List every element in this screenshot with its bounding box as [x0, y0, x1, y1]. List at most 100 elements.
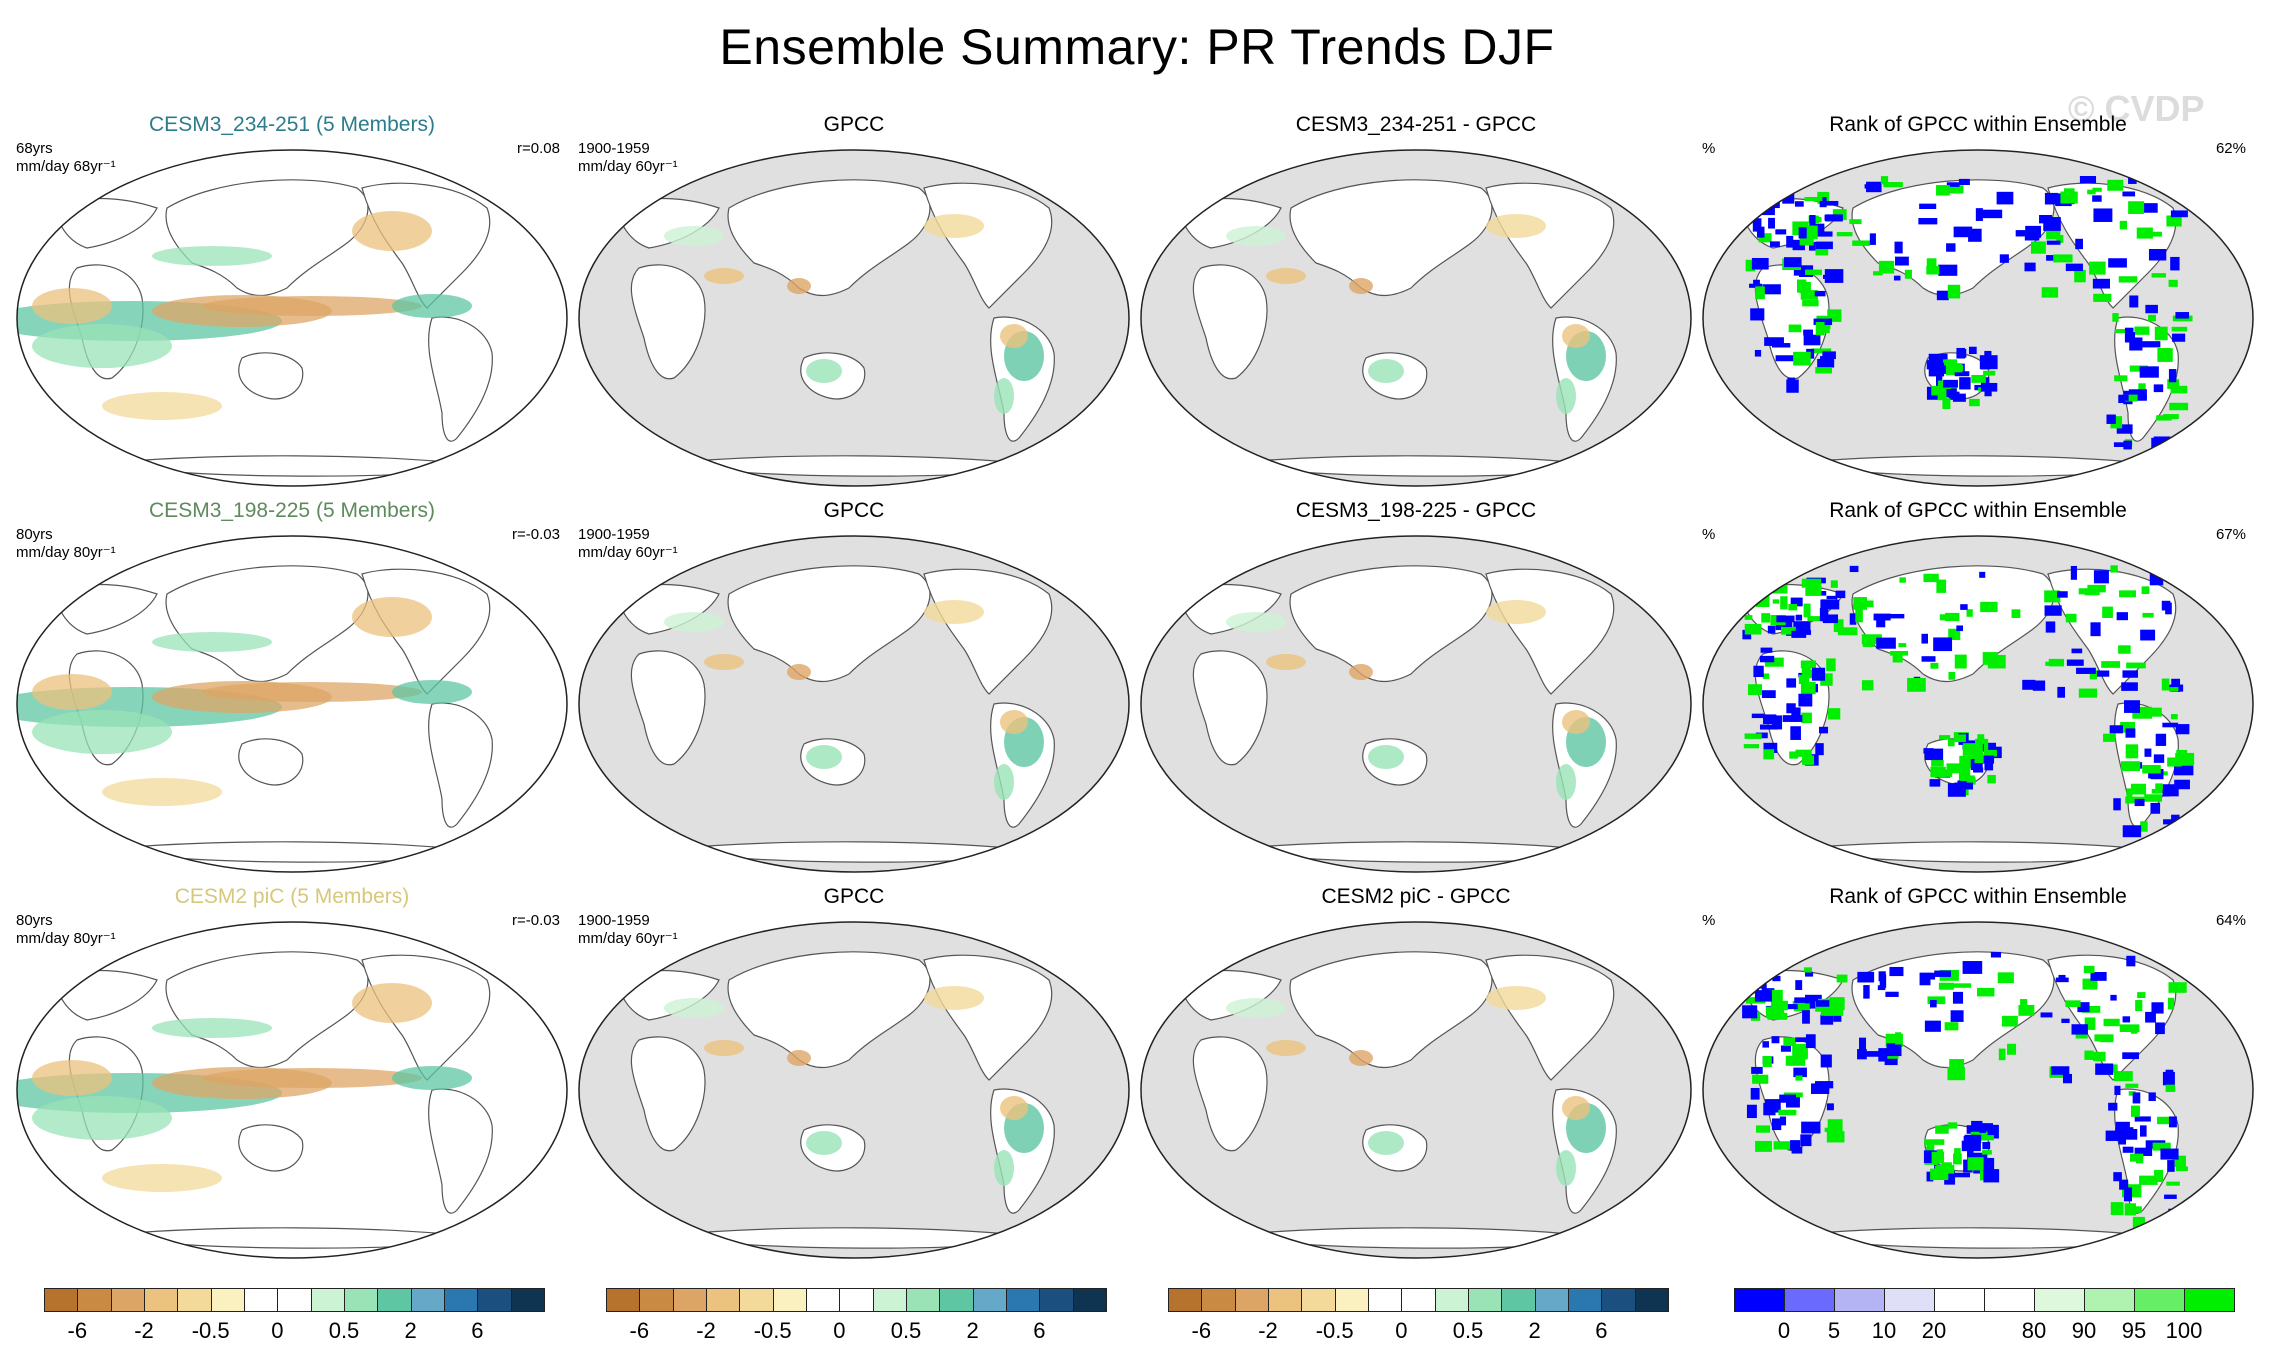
rank-cell [1987, 774, 1996, 784]
colorbar-swatch [277, 1288, 312, 1312]
continent-asia [727, 565, 931, 683]
map-outline [1702, 535, 2254, 873]
rank-cell [1802, 1010, 1810, 1024]
rank-cell [2138, 383, 2146, 395]
trend-blob [1486, 600, 1546, 624]
rank-cell [2122, 191, 2136, 197]
continent-asia [727, 951, 931, 1069]
rank-cell [2066, 659, 2084, 666]
rank-cell [2121, 682, 2138, 691]
rank-cell [1889, 966, 1904, 977]
rank-cell [1811, 667, 1826, 681]
rank-cell [2126, 955, 2136, 967]
rank-cell [1761, 613, 1771, 623]
rank-cell [1770, 1000, 1789, 1011]
colorbar-label: 2 [1528, 1318, 1541, 1343]
continent-north-america [2047, 182, 2177, 309]
rank-cell [1982, 1150, 1992, 1155]
continent-africa [1192, 264, 1268, 380]
cvdp-watermark: © CVDP [2068, 88, 2205, 129]
rank-cell [2141, 586, 2150, 595]
colorbar-label: 2 [966, 1318, 979, 1343]
rank-cell [1825, 214, 1843, 222]
map-diff [1140, 921, 1692, 1259]
rank-cell [2167, 757, 2182, 767]
rank-cell [2130, 783, 2147, 795]
rank-cell [1949, 363, 1963, 373]
rank-cell [2126, 788, 2133, 801]
rank-cell [2122, 670, 2139, 678]
rank-cell [1802, 299, 1819, 307]
rank-cell [1782, 191, 1795, 204]
colorbar-swatch [344, 1288, 379, 1312]
trend-blob [1556, 378, 1576, 414]
rank-cell [1763, 742, 1778, 753]
rank-cell [1822, 351, 1836, 360]
trend-blob [1368, 359, 1404, 383]
trend-blob [664, 612, 724, 632]
rank-cell [2136, 227, 2153, 239]
rank-cell [1936, 185, 1950, 196]
colorbar-swatch [1268, 1288, 1303, 1312]
rank-cell [2132, 1216, 2145, 1229]
rank-cell [2043, 217, 2061, 231]
rank-cell [1938, 264, 1958, 276]
rank-cell [1820, 1014, 1834, 1025]
rank-cell [1751, 713, 1765, 719]
trend-blob [152, 246, 272, 266]
rank-cell [2093, 293, 2112, 302]
rank-cell [1930, 662, 1939, 669]
rank-cell [1791, 630, 1807, 638]
rank-cell [2070, 565, 2077, 580]
rank-cell [1772, 584, 1788, 594]
rank-cell [1820, 1054, 1832, 1068]
rank-cell [2134, 1116, 2151, 1122]
rank-cell [2094, 670, 2110, 677]
trend-blob [1349, 664, 1373, 680]
continent-asia [1289, 951, 1493, 1069]
rank-cell [1815, 321, 1825, 336]
rank-cell [2051, 1066, 2070, 1075]
rank-cell [2058, 974, 2066, 980]
continent-africa [630, 650, 706, 766]
colorbar-swatch [1784, 1288, 1835, 1312]
rank-cell [1790, 1140, 1801, 1151]
rank-cell [1979, 571, 1986, 578]
continent-south-america [428, 702, 493, 828]
rank-cell [1756, 226, 1765, 238]
rank-cell [1939, 388, 1954, 398]
colorbar-label: -0.5 [1315, 1318, 1354, 1343]
rank-cell [2101, 661, 2121, 668]
colorbar-swatch [2084, 1288, 2135, 1312]
colorbar-label: -2 [134, 1318, 154, 1343]
rank-cell [1990, 951, 2002, 958]
rank-cell [1814, 290, 1826, 297]
trend-blob [1486, 214, 1546, 238]
rank-cell [1898, 643, 1907, 648]
rank-cell [1904, 269, 1912, 279]
rank-cell [1952, 991, 1964, 1004]
rank-cell [2118, 1133, 2127, 1145]
map-outline [16, 921, 568, 1259]
trend-blob [924, 214, 984, 238]
rank-cell [2093, 208, 2113, 222]
rank-cell [1779, 1116, 1787, 1126]
rank-cell [1778, 1109, 1797, 1116]
rank-cell [2132, 706, 2153, 719]
rank-cell [1928, 972, 1936, 980]
trend-blob [994, 764, 1014, 800]
rank-cell [1793, 351, 1811, 366]
rank-cell [2150, 802, 2161, 814]
rank-cell [2157, 347, 2171, 362]
rank-cell [1752, 218, 1762, 232]
rank-cell [2124, 332, 2136, 343]
rank-cell [1929, 779, 1941, 787]
colorbar-swatch [210, 1288, 245, 1312]
rank-cell [1762, 1041, 1769, 1048]
rank-cell [1863, 985, 1870, 999]
trend-blob [1562, 324, 1590, 348]
rank-cell [1786, 678, 1797, 688]
panel-right-label: 64% [2215, 912, 2246, 929]
rank-cell [2102, 606, 2113, 618]
rank-cell [2092, 187, 2102, 192]
